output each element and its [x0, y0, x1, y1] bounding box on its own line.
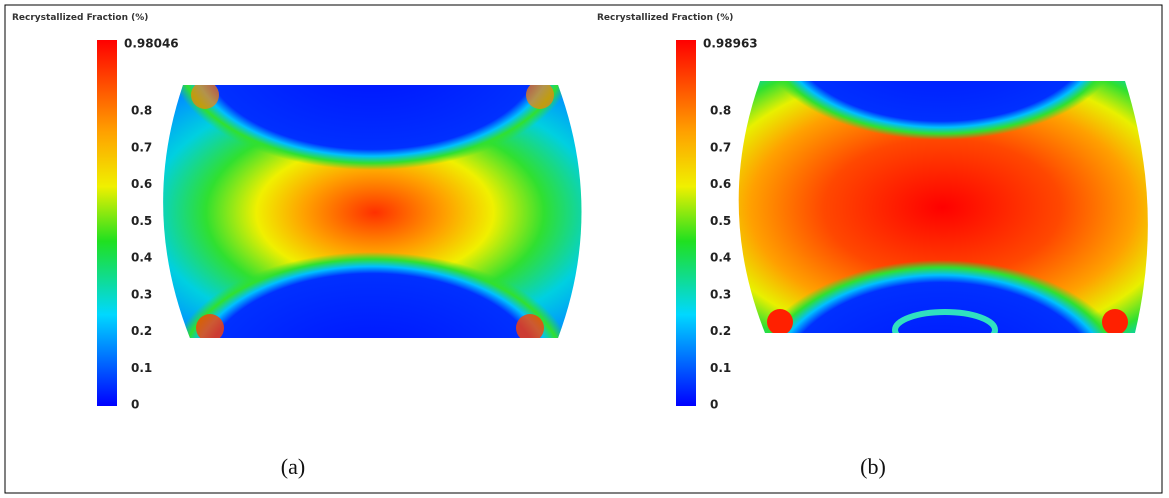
colorbar-tick-label: 0: [710, 398, 718, 412]
colorbar-max: 0.98046: [124, 37, 179, 51]
caption: (b): [860, 454, 886, 479]
colorbar-tick-label: 0.7: [710, 140, 731, 154]
colorbar-tick-label: 0.4: [131, 251, 152, 265]
caption: (a): [281, 454, 305, 479]
border: [4, 4, 1163, 494]
colorbar-title: Recrystallized Fraction (%): [12, 13, 148, 23]
colorbar-tick-label: 0.2: [710, 324, 731, 338]
colorbar-tick-label: 0.6: [710, 177, 731, 191]
panel: Recrystallized Fraction (%) 0.98963 0.8 0.7…: [597, 13, 886, 479]
contour-b: [738, 81, 1148, 333]
colorbar-tick-label: 0.7: [131, 140, 152, 154]
colorbar-tick-label: 0.2: [131, 324, 152, 338]
colorbar-tick-label: 0.1: [710, 361, 731, 375]
panel: Recrystallized Fraction (%) 0.98046 0.8 0.7…: [12, 13, 305, 479]
colorbar: [97, 40, 117, 406]
colorbar-tick-label: 0.8: [710, 104, 731, 118]
colorbar-max: 0.98963: [703, 37, 758, 51]
colorbar-tick-label: 0.4: [710, 251, 731, 265]
colorbar-tick-label: 0.3: [131, 287, 152, 301]
colorbar-tick-label: 0.5: [131, 214, 152, 228]
colorbar-title: Recrystallized Fraction (%): [597, 13, 733, 23]
colorbar-tick-label: 0: [131, 398, 139, 412]
colorbar: [676, 40, 696, 406]
colorbar-tick-label: 0.5: [710, 214, 731, 228]
colorbar-tick-label: 0.8: [131, 104, 152, 118]
colorbar-tick-label: 0.1: [131, 361, 152, 375]
colorbar-tick-label: 0.3: [710, 287, 731, 301]
colorbar-tick-label: 0.6: [131, 177, 152, 191]
contour-a: [163, 85, 582, 338]
